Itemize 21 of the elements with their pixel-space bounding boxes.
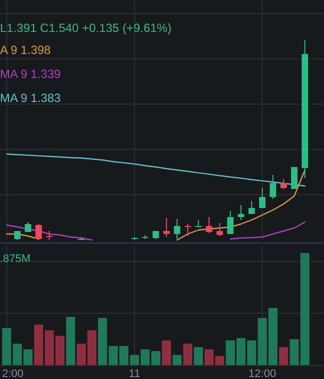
candlestick (216, 222, 223, 236)
candlestick (270, 174, 276, 200)
candlestick (227, 210, 234, 234)
candlestick (280, 178, 287, 190)
chart-title: L1.391 C1.540 +0.135 (+9.61%) (0, 21, 172, 35)
annotation: .875M (0, 253, 31, 265)
x-tick-label: 11 (128, 368, 140, 379)
candlestick (259, 188, 266, 208)
candlestick (206, 216, 212, 234)
text: A 9 1.398 (0, 43, 52, 57)
x-tick-label: 12:00 (248, 368, 276, 379)
candlestick (184, 224, 191, 236)
candlestick (163, 218, 170, 238)
x-tick-label: 2:00 (2, 368, 24, 379)
candlestick (248, 200, 255, 214)
text: MA 9 1.339 (0, 67, 62, 81)
candlestick (238, 204, 244, 220)
text: MA 9 1.383 (0, 91, 62, 105)
candlestick (174, 218, 180, 240)
candlestick (291, 167, 298, 189)
candlestick (35, 224, 42, 240)
